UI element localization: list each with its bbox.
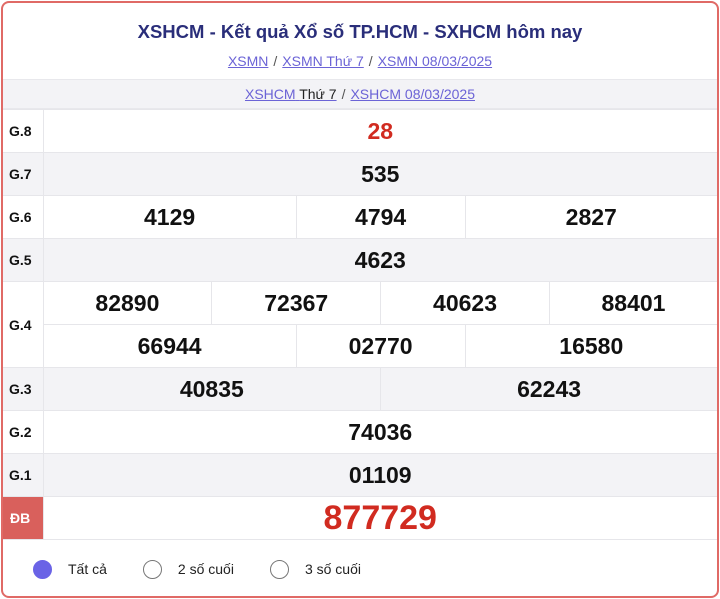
prize-number: 82890 xyxy=(42,281,213,325)
prize-number: 16580 xyxy=(464,324,717,368)
prize-label: G.8 xyxy=(3,109,44,153)
header: XSHCM - Kết quả Xổ số TP.HCM - SXHCM hôm… xyxy=(3,3,717,79)
radio-selected-icon[interactable] xyxy=(33,559,52,579)
prize-label: G.1 xyxy=(3,453,44,497)
prize-number: 4794 xyxy=(295,195,466,239)
prize-number: 02770 xyxy=(295,324,466,368)
row-g6: G.6 4129 4794 2827 xyxy=(3,195,717,239)
radio-last-3[interactable]: 3 số cuối xyxy=(269,559,361,579)
row-g3: G.3 40835 62243 xyxy=(3,367,717,411)
link-xsmn[interactable]: XSMN xyxy=(227,53,269,69)
row-g7: G.7 535 xyxy=(3,152,717,196)
prize-label: G.5 xyxy=(3,238,44,282)
radio-last-2[interactable]: 2 số cuối xyxy=(142,559,234,579)
row-g4b: 66944 02770 16580 xyxy=(3,324,717,368)
prize-number: 72367 xyxy=(211,281,382,325)
link-xshcm-date[interactable]: XSHCM 08/03/2025 xyxy=(350,86,475,102)
sub-breadcrumb: XSHCM Thứ 7/XSHCM 08/03/2025 xyxy=(3,79,717,109)
prize-label: G.4 xyxy=(3,281,44,368)
prize-number: 88401 xyxy=(548,281,717,325)
prize-number: 62243 xyxy=(380,367,717,411)
prize-number: 535 xyxy=(42,152,717,196)
radio-all[interactable]: Tất cả xyxy=(33,559,107,579)
row-g1: G.1 01109 xyxy=(3,453,717,497)
jackpot-number: 877729 xyxy=(42,496,717,540)
link-xshcm-thu7[interactable]: XSHCM Thứ 7 xyxy=(244,86,337,102)
breadcrumb: XSMN / XSMN Thứ 7/XSMN 08/03/2025 xyxy=(227,53,493,69)
row-db: ĐB 877729 xyxy=(3,496,717,540)
page-title: XSHCM - Kết quả Xổ số TP.HCM - SXHCM hôm… xyxy=(137,21,583,42)
prize-label: G.7 xyxy=(3,152,44,196)
prize-number: 4129 xyxy=(42,195,297,239)
row-g8: G.8 28 xyxy=(3,109,717,153)
prize-label: G.2 xyxy=(3,410,44,454)
results-table: G.8 28 G.7 535 G.6 4129 4794 2827 G.5 4623 G.4… xyxy=(3,109,717,540)
row-g5: G.5 4623 xyxy=(3,238,717,282)
prize-label: G.6 xyxy=(3,195,44,239)
radio-icon[interactable] xyxy=(269,559,289,579)
prize-number: 28 xyxy=(42,109,717,153)
row-g4: G.4 82890 72367 40623 88401 xyxy=(3,281,717,368)
prize-number: 74036 xyxy=(42,410,717,454)
prize-number: 01109 xyxy=(42,453,717,497)
link-xsmn-date[interactable]: XSMN 08/03/2025 xyxy=(377,53,493,69)
prize-number: 40623 xyxy=(380,281,550,325)
prize-label: G.3 xyxy=(3,367,44,411)
radio-icon[interactable] xyxy=(142,559,162,579)
prize-number: 40835 xyxy=(42,367,382,411)
prize-number: 2827 xyxy=(464,195,717,239)
prize-label: ĐB xyxy=(3,496,44,540)
prize-number: 4623 xyxy=(42,238,717,282)
prize-number: 66944 xyxy=(42,324,297,368)
digit-filter: Tất cả 2 số cuối 3 số cuối xyxy=(3,540,717,596)
row-g2: G.2 74036 xyxy=(3,410,717,454)
link-xsmn-thu7[interactable]: XSMN Thứ 7 xyxy=(282,53,364,69)
